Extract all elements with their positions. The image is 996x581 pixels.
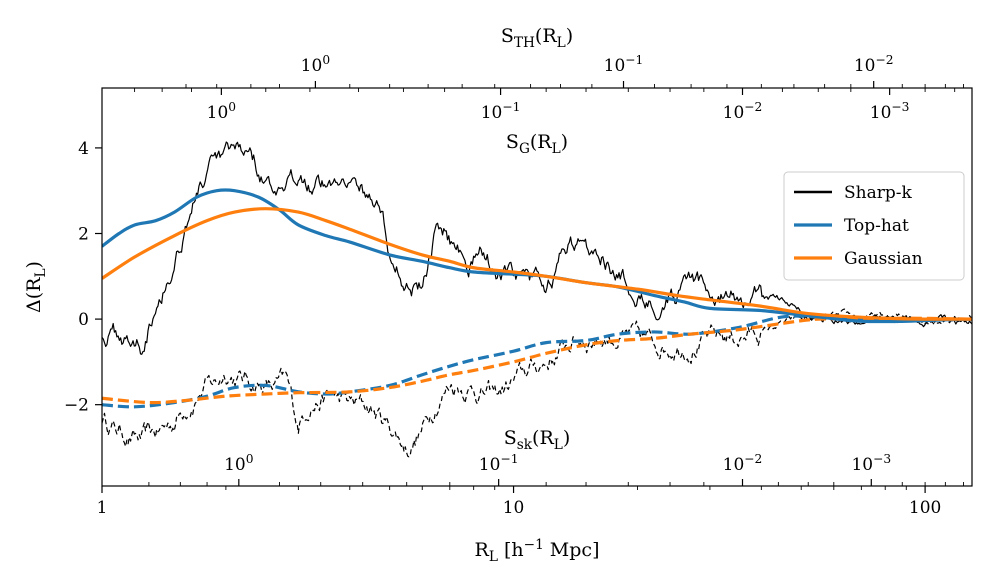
top-axis-title: STH(RL)	[501, 25, 573, 51]
sharpk-scale-tick-label: 10−1​	[479, 452, 519, 475]
series-line-gaussian-skewness	[102, 316, 972, 405]
y-tick-label: 0	[78, 310, 89, 330]
sharpk-scale-title: Ssk(RL)	[504, 427, 571, 453]
y-tick-label: 2	[78, 225, 89, 245]
legend-label: Top-hat	[844, 216, 909, 236]
labels-layer: 1 10 100 4 2 0 −2 RL [h−1 Mpc] Δ(RL) 100​ 10−1​ 10−…	[23, 25, 941, 565]
plot-frame	[101, 87, 973, 487]
sharpk-scale-tick-label: 10−2​	[723, 452, 763, 475]
sharpk-scale-tick-label: 10−3​	[851, 452, 891, 475]
legend: Sharp-k Top-hat Gaussian	[783, 171, 965, 281]
gaussian-scale-title: SG(RL)	[506, 131, 568, 157]
x-tick-label: 100	[909, 498, 941, 518]
legend-box	[783, 171, 965, 281]
legend-label: Sharp-k	[844, 183, 912, 203]
series-layer	[102, 141, 972, 458]
x-tick-label: 1	[97, 498, 108, 518]
series-line-top-hat-skewness	[102, 314, 972, 409]
top-axis-tick-label: 100​	[301, 53, 330, 76]
y-tick-label: 4	[78, 139, 89, 159]
y-tick-label: −2	[64, 396, 89, 416]
gaussian-scale-tick-label: 100​	[207, 100, 236, 123]
series-line-top-hat	[102, 188, 972, 324]
x-tick-label: 10	[503, 498, 525, 518]
x-axis-title: RL [h−1 Mpc]	[475, 537, 600, 565]
gaussian-scale-tick-label: 10−3​	[870, 100, 910, 123]
y-axis-title: Δ(RL)	[23, 261, 49, 313]
top-axis-tick-label: 10−1​	[604, 53, 644, 76]
legend-label: Gaussian	[844, 249, 923, 269]
gaussian-scale-tick-label: 10−1​	[481, 100, 521, 123]
gaussian-scale-tick-label: 10−2​	[723, 100, 763, 123]
top-axis-tick-label: 10−2​	[854, 53, 894, 76]
ticks-layer	[95, 81, 965, 493]
series-line-gaussian	[102, 207, 972, 321]
sharpk-scale-tick-label: 100​	[224, 452, 253, 475]
